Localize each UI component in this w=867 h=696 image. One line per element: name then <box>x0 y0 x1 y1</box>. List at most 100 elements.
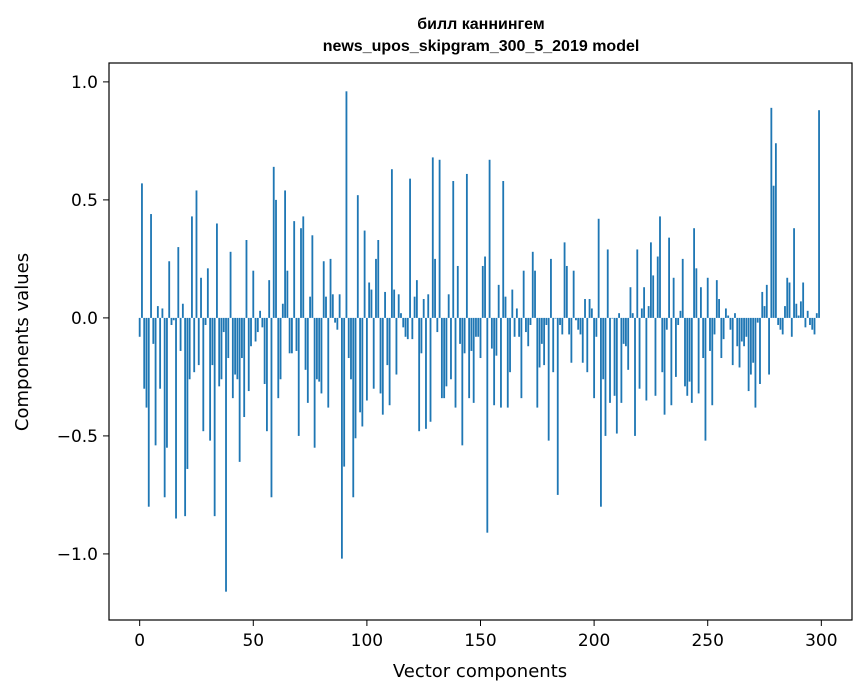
bar-220 <box>638 317 641 389</box>
bar-57 <box>268 280 271 318</box>
bar-270 <box>752 317 755 363</box>
bar-198 <box>588 299 591 318</box>
bar-162 <box>506 317 509 408</box>
bar-115 <box>400 313 402 318</box>
bar-76 <box>311 235 314 318</box>
bar-250 <box>706 277 709 318</box>
bar-166 <box>515 308 518 318</box>
bar-53 <box>259 310 262 318</box>
bar-263 <box>736 317 739 347</box>
bar-174 <box>534 270 536 318</box>
bar-266 <box>743 317 745 347</box>
bar-30 <box>206 268 209 318</box>
chart-subtitle: news_upos_skipgram_300_5_2019 model <box>323 38 640 55</box>
bar-235 <box>672 277 675 318</box>
bar-15 <box>172 317 175 321</box>
bar-170 <box>525 317 527 333</box>
bar-34 <box>216 223 218 318</box>
bar-49 <box>250 317 252 347</box>
bar-284 <box>784 306 786 318</box>
bar-231 <box>663 317 666 415</box>
bar-127 <box>427 294 430 318</box>
bar-125 <box>422 299 425 318</box>
bar-207 <box>609 317 611 403</box>
bar-153 <box>486 317 489 533</box>
bar-218 <box>634 317 636 436</box>
bar-122 <box>415 280 418 318</box>
bar-21 <box>186 317 189 469</box>
bar-99 <box>363 230 366 318</box>
bar-129 <box>431 157 434 318</box>
bar-27 <box>200 277 202 318</box>
bar-237 <box>677 317 680 325</box>
bar-43 <box>236 317 239 380</box>
bar-233 <box>668 237 670 318</box>
bar-244 <box>693 228 695 318</box>
bar-121 <box>413 296 416 318</box>
bar-180 <box>547 317 550 441</box>
bar-69 <box>295 317 298 351</box>
bar-243 <box>690 317 693 403</box>
bar-268 <box>747 317 750 392</box>
bar-136 <box>447 294 450 318</box>
bar-187 <box>563 242 566 318</box>
x-tick-label: 200 <box>578 631 610 651</box>
bar-260 <box>729 317 732 330</box>
x-tick-label: 150 <box>464 631 496 651</box>
bar-48 <box>247 317 250 392</box>
bar-22 <box>188 317 191 380</box>
bar-144 <box>465 173 468 318</box>
bar-4 <box>147 317 150 507</box>
bar-116 <box>402 317 405 328</box>
bar-196 <box>584 299 586 318</box>
bar-181 <box>550 258 552 318</box>
bar-240 <box>684 317 686 387</box>
bar-7 <box>154 317 157 446</box>
bar-19 <box>181 303 184 318</box>
bar-67 <box>291 317 293 354</box>
bar-275 <box>763 306 766 318</box>
bar-285 <box>786 277 789 318</box>
bar-164 <box>511 289 514 318</box>
bar-282 <box>779 317 782 330</box>
bar-184 <box>556 317 559 495</box>
bar-120 <box>411 317 414 340</box>
bar-112 <box>393 289 396 318</box>
bar-138 <box>452 181 455 318</box>
bar-217 <box>631 313 634 318</box>
bar-249 <box>704 317 707 441</box>
bar-97 <box>359 317 361 413</box>
bar-292 <box>802 282 805 318</box>
bar-137 <box>450 317 452 380</box>
x-axis-ticks: 0 50 100 150 200 250 300 <box>134 620 838 651</box>
bar-242 <box>688 317 691 382</box>
bar-46 <box>243 317 246 418</box>
bar-221 <box>640 308 643 318</box>
bar-191 <box>572 270 575 318</box>
bar-38 <box>225 317 227 592</box>
bar-16 <box>175 317 177 519</box>
bar-10 <box>161 308 164 318</box>
bar-157 <box>495 317 498 356</box>
bar-128 <box>429 317 432 422</box>
bar-132 <box>438 159 441 318</box>
bar-55 <box>263 317 266 384</box>
y-tick-label: 0.5 <box>71 191 98 211</box>
bar-6 <box>152 317 155 344</box>
bar-293 <box>804 317 807 328</box>
bar-36 <box>220 317 223 380</box>
bar-159 <box>500 317 502 408</box>
bar-114 <box>397 294 400 318</box>
bar-252 <box>711 317 714 406</box>
bar-77 <box>313 317 316 448</box>
bar-289 <box>795 303 798 318</box>
bar-265 <box>740 317 743 342</box>
bar-110 <box>388 317 391 406</box>
bar-288 <box>793 228 795 318</box>
bar-294 <box>806 310 809 318</box>
bar-203 <box>600 317 602 507</box>
bar-0 <box>138 317 141 337</box>
bar-241 <box>686 317 689 396</box>
bar-200 <box>593 317 596 399</box>
bar-204 <box>602 317 605 380</box>
